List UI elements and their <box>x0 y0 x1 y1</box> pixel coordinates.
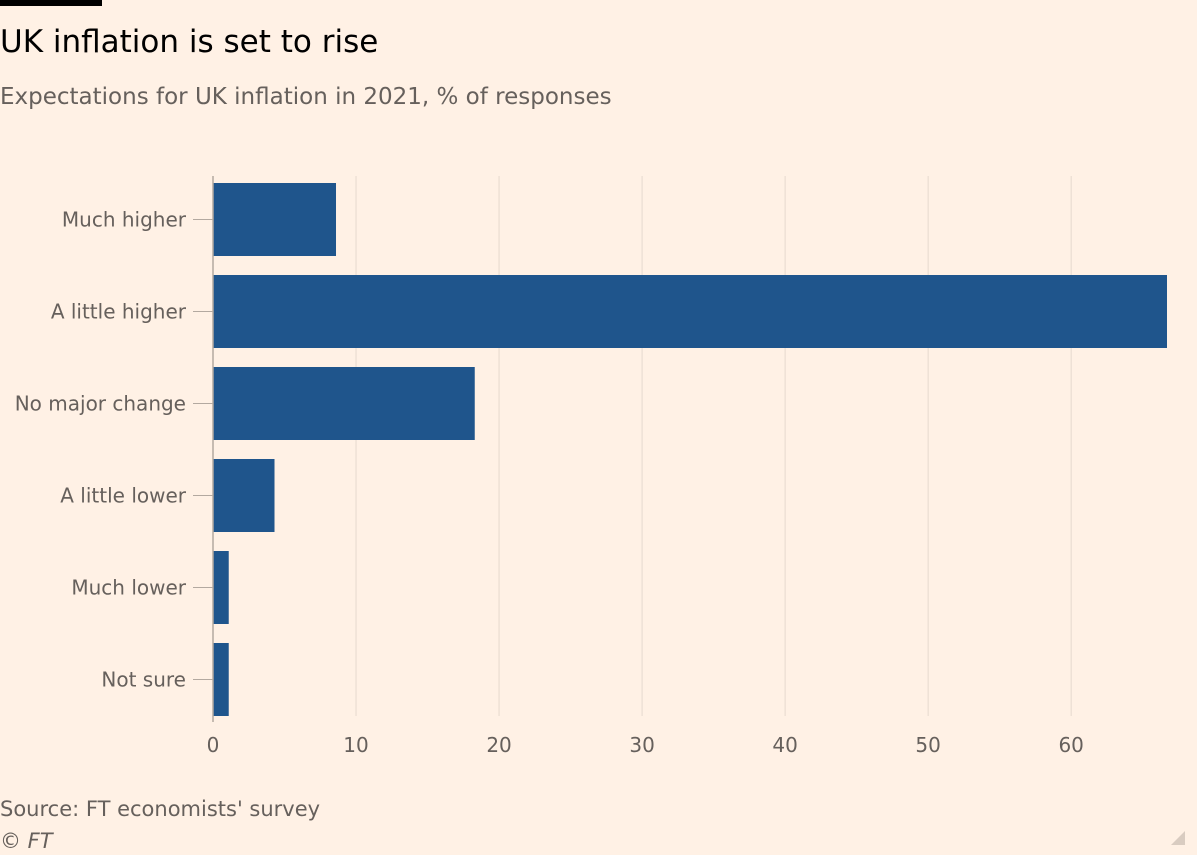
bar <box>213 367 475 440</box>
bar <box>213 551 229 624</box>
x-tick-label: 20 <box>486 733 511 757</box>
x-tick-label: 0 <box>207 733 220 757</box>
bar <box>213 459 275 532</box>
bar <box>213 275 1167 348</box>
source-note: Source: FT economists' survey <box>0 797 321 821</box>
x-tick-label: 50 <box>915 733 940 757</box>
category-label: Not sure <box>101 668 186 692</box>
category-label: No major change <box>15 392 186 416</box>
category-label: Much higher <box>62 208 187 232</box>
top-rule <box>0 0 102 6</box>
chart-title: UK inflation is set to rise <box>0 24 379 60</box>
bar-chart: 0 10 20 30 40 50 60 Much higher A little higher N… <box>15 176 1167 757</box>
bar <box>213 643 229 716</box>
chart-subtitle: Expectations for UK inflation in 2021, %… <box>0 84 612 110</box>
resize-corner-icon <box>1171 831 1185 845</box>
bar <box>213 183 337 256</box>
x-tick-label: 30 <box>629 733 654 757</box>
category-label: A little lower <box>60 484 187 508</box>
x-tick-label: 60 <box>1058 733 1083 757</box>
category-label: A little higher <box>51 300 187 324</box>
category-label: Much lower <box>71 576 186 600</box>
x-tick-label: 40 <box>772 733 797 757</box>
x-tick-label: 10 <box>343 733 368 757</box>
copyright-note: © FT <box>0 829 53 853</box>
